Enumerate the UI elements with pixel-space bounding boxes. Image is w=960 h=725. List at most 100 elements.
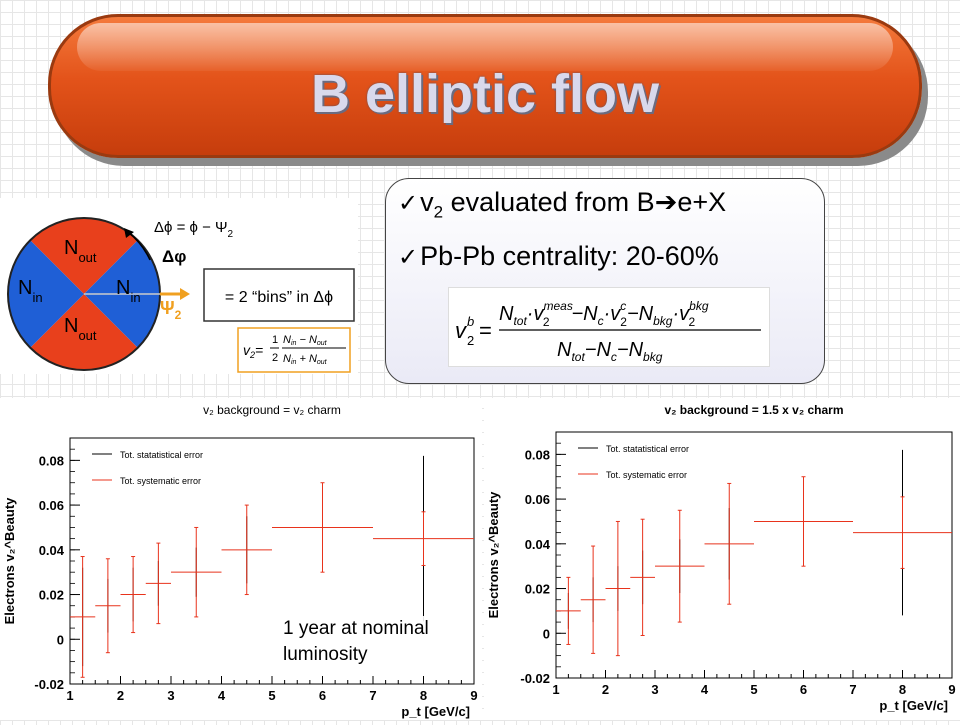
plot-title: v₂ background = v₂ charm bbox=[203, 403, 341, 417]
y-axis-label: Electrons v₂^Beauty bbox=[2, 497, 17, 625]
x-tick-label: 2 bbox=[602, 682, 609, 697]
data-point bbox=[95, 558, 121, 654]
x-tick-label: 6 bbox=[800, 682, 807, 697]
annotation-line-1: 1 year at nominal bbox=[283, 618, 429, 639]
data-point bbox=[655, 509, 705, 623]
x-tick-label: 7 bbox=[369, 688, 376, 703]
data-point bbox=[754, 476, 853, 567]
legend-syst-label: Tot. systematic error bbox=[120, 476, 201, 486]
y-tick-label: 0 bbox=[57, 632, 64, 647]
x-axis-label: p_t [GeV/c] bbox=[401, 704, 470, 719]
data-point bbox=[373, 455, 474, 622]
y-tick-label: 0.02 bbox=[39, 588, 64, 603]
y-tick-label: -0.02 bbox=[34, 677, 64, 692]
v2-formula-box bbox=[237, 327, 351, 373]
info-box: ✓v2 evaluated from B➔e+X ✓Pb-Pb centrali… bbox=[385, 178, 825, 384]
vb-numerator: Ntot·vmeas 2 −Nc·vc 2−Nbkg·vbkg 2 bbox=[499, 299, 709, 329]
x-tick-label: 8 bbox=[420, 688, 427, 703]
slide-title: B elliptic flow bbox=[310, 64, 660, 124]
y-tick-label: 0.04 bbox=[39, 543, 65, 558]
svg-text:v: v bbox=[455, 318, 468, 343]
check-icon: ✓ bbox=[398, 190, 419, 217]
vb-formula-panel: v b 2 = Ntot·vmeas 2 −Nc·vc 2−Nbkg·vbkg 2 Nt… bbox=[448, 287, 770, 367]
y-tick-label: 0.06 bbox=[525, 492, 550, 507]
x-tick-label: 5 bbox=[750, 682, 757, 697]
legend-stat-label: Tot. statatistical error bbox=[606, 444, 689, 454]
data-point bbox=[272, 482, 373, 573]
svg-text:Nin + Nout: Nin + Nout bbox=[283, 353, 328, 366]
svg-text:1: 1 bbox=[272, 334, 278, 346]
x-tick-label: 4 bbox=[701, 682, 709, 697]
vb-formula: v b 2 = Ntot·vmeas 2 −Nc·vc 2−Nbkg·vbkg 2 Nt… bbox=[455, 299, 761, 364]
y-tick-label: 0.06 bbox=[39, 498, 64, 513]
plot-right-panel: v₂ background = 1.5 x v₂ charm 1 2 3 4 5 6 7 8 9 -… bbox=[484, 398, 960, 720]
bullet-centrality: ✓Pb-Pb centrality: 20-60% bbox=[398, 241, 719, 271]
y-tick-label: 0.02 bbox=[525, 582, 550, 597]
x-tick-label: 6 bbox=[319, 688, 326, 703]
label-n-in-left: Nin bbox=[18, 277, 43, 305]
dphi-label: Δφ bbox=[162, 247, 186, 266]
psi-label: Ψ2 bbox=[160, 298, 182, 322]
svg-text:=: = bbox=[479, 318, 492, 343]
plot-frame bbox=[555, 431, 953, 679]
legend-stat-label: Tot. statatistical error bbox=[120, 450, 203, 460]
plot-left-panel: v₂ background = v₂ charm 1 2 3 4 5 6 7 8 9 -0.02 0 0… bbox=[0, 398, 482, 720]
y-tick-label: -0.02 bbox=[520, 671, 550, 686]
flow-diagram: Nout Nout Nin Nin Δϕ = ϕ − Ψ2 Δφ Ψ2 = 2 … bbox=[7, 217, 355, 373]
arrow-right-icon: ➔ bbox=[654, 187, 678, 217]
flow-diagram-panel: Nout Nout Nin Nin Δϕ = ϕ − Ψ2 Δφ Ψ2 = 2 … bbox=[0, 198, 358, 374]
y-tick-label: 0.08 bbox=[525, 447, 550, 462]
data-point bbox=[70, 556, 96, 678]
x-tick-label: 5 bbox=[268, 688, 275, 703]
data-point bbox=[171, 526, 222, 618]
x-tick-label: 8 bbox=[899, 682, 906, 697]
title-bar: B elliptic flow bbox=[48, 14, 922, 158]
luminosity-annotation: 1 year at nominal luminosity bbox=[283, 616, 429, 668]
bins-label: = 2 “bins” in Δϕ bbox=[225, 289, 333, 306]
x-tick-label: 1 bbox=[552, 682, 559, 697]
x-axis-label: p_t [GeV/c] bbox=[879, 698, 948, 713]
svg-text:2: 2 bbox=[272, 352, 278, 364]
y-tick-label: 0.08 bbox=[39, 453, 64, 468]
data-point bbox=[704, 482, 754, 605]
x-tick-label: 9 bbox=[948, 682, 955, 697]
x-tick-label: 1 bbox=[66, 688, 73, 703]
data-point bbox=[221, 504, 272, 596]
data-point bbox=[120, 556, 146, 634]
x-tick-label: 4 bbox=[218, 688, 226, 703]
check-icon: ✓ bbox=[398, 244, 419, 271]
data-point bbox=[145, 542, 171, 625]
y-axis-label: Electrons v₂^Beauty bbox=[486, 491, 501, 619]
x-tick-label: 3 bbox=[167, 688, 174, 703]
x-tick-label: 2 bbox=[117, 688, 124, 703]
vb-denominator: Ntot−Nc−Nbkg bbox=[557, 339, 663, 364]
label-n-out-top: Nout bbox=[64, 237, 97, 265]
y-tick-label: 0.04 bbox=[525, 537, 551, 552]
svg-text:2: 2 bbox=[467, 333, 474, 348]
annotation-line-2: luminosity bbox=[283, 644, 368, 665]
psi-arrow-head-icon bbox=[180, 288, 190, 300]
data-point bbox=[853, 449, 952, 616]
legend-syst-label: Tot. systematic error bbox=[606, 470, 687, 480]
plot-right: v₂ background = 1.5 x v₂ charm 1 2 3 4 5 6 7 8 9 -… bbox=[486, 403, 956, 713]
x-tick-label: 7 bbox=[849, 682, 856, 697]
data-point bbox=[605, 520, 631, 657]
dphi-arrow-head-icon bbox=[124, 228, 134, 238]
bullet-v2-evaluated: ✓v2 evaluated from B➔e+X bbox=[398, 187, 727, 222]
v2-formula: v2= 1 2 Nin − Nout Nin + Nout bbox=[243, 334, 346, 366]
x-tick-label: 9 bbox=[470, 688, 477, 703]
plot-title: v₂ background = 1.5 x v₂ charm bbox=[664, 403, 843, 417]
svg-text:v2=: v2= bbox=[243, 342, 263, 360]
dphi-equation: Δϕ = ϕ − Ψ2 bbox=[154, 219, 234, 240]
data-point bbox=[556, 576, 581, 645]
bins-box bbox=[203, 268, 355, 322]
label-n-out-bottom: Nout bbox=[64, 315, 97, 343]
data-point bbox=[630, 518, 655, 637]
plot-left: v₂ background = v₂ charm 1 2 3 4 5 6 7 8 9 -0.02 0 0… bbox=[2, 403, 478, 719]
data-point bbox=[580, 545, 606, 654]
svg-text:Nin − Nout: Nin − Nout bbox=[283, 334, 328, 347]
y-tick-label: 0 bbox=[543, 626, 550, 641]
x-tick-label: 3 bbox=[651, 682, 658, 697]
svg-text:b: b bbox=[467, 314, 474, 329]
label-n-in-right: Nin bbox=[116, 277, 141, 305]
